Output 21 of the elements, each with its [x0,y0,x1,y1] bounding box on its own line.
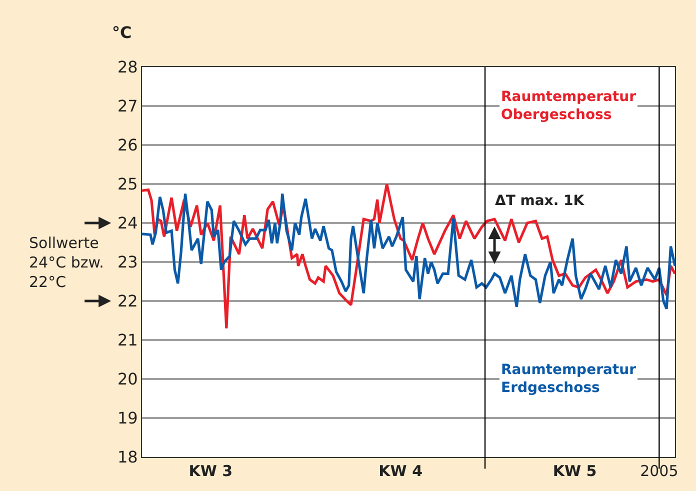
y-axis-title: °C [112,23,132,42]
y-tick-label: 26 [117,136,138,155]
y-tick-label: 23 [117,252,138,272]
x-tick-label: KW 3 [188,462,233,480]
y-tick-label: 20 [117,370,138,389]
y-tick-label: 27 [117,96,138,116]
annotation: ΔT max. 1K [495,193,586,209]
y-tick-label: 25 [117,174,138,194]
x-tick-label: KW 5 [552,462,597,480]
y-tick-label: 22 [117,292,138,311]
y-tick-label: 24 [117,214,138,233]
y-tick-label: 19 [117,408,138,428]
y-tick-label: 21 [117,330,138,350]
x-tick-label: 2005 [640,462,678,480]
y-tick-label: 28 [117,58,138,77]
text: Raumtemperatur Obergeschoss [501,89,636,124]
text: Raumtemperatur Erdgeschoss [501,362,636,396]
line-series [142,192,675,310]
text: Sollwerte 24°C bzw. 22°C [29,234,104,291]
y-tick-label: 18 [117,448,138,467]
x-tick-label: KW 4 [378,462,422,480]
